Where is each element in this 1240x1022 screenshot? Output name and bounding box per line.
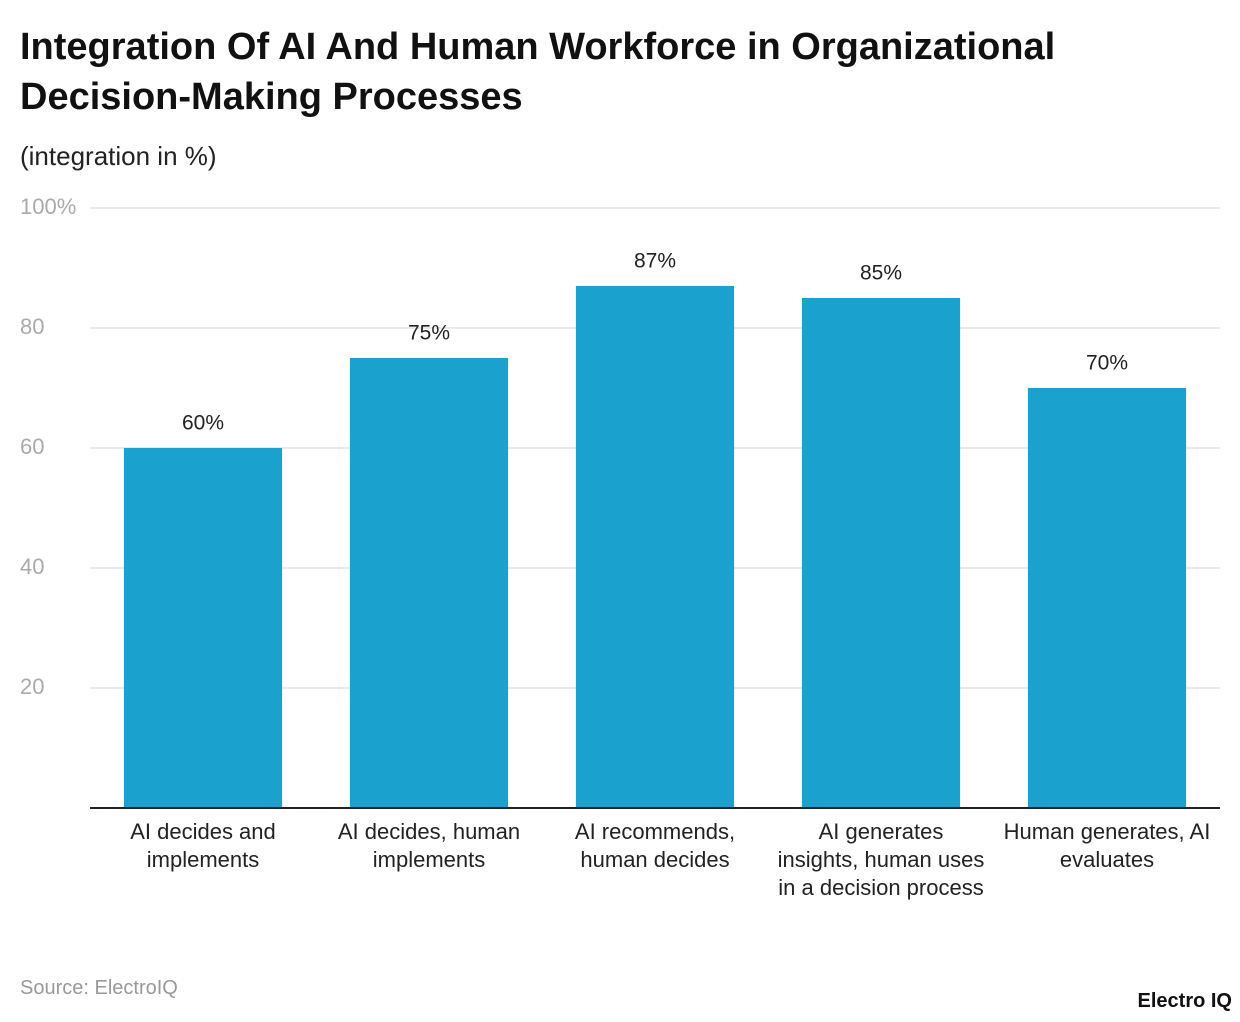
x-tick-label: Human generates, AI evaluates xyxy=(1003,819,1211,872)
bar xyxy=(575,286,735,808)
y-tick-label: 60 xyxy=(20,434,44,459)
chart-title: Integration Of AI And Human Workforce in… xyxy=(20,26,1056,118)
data-label: 60% xyxy=(182,412,224,435)
data-label: 85% xyxy=(860,262,902,285)
bar xyxy=(123,448,283,808)
x-tick-label: AI decides and implements xyxy=(130,819,276,872)
y-tick-label: 100% xyxy=(20,194,76,219)
y-tick-label: 20 xyxy=(20,674,44,699)
source: Source: ElectroIQ xyxy=(20,977,178,999)
data-label: 70% xyxy=(1086,352,1128,375)
bar xyxy=(349,358,509,808)
data-label: 87% xyxy=(634,250,676,273)
x-tick-label: AI decides, human implements xyxy=(337,819,521,872)
bar xyxy=(1027,388,1187,808)
data-label: 75% xyxy=(408,322,450,345)
y-tick-label: 40 xyxy=(20,554,44,579)
logo: Electro IQ xyxy=(1137,990,1232,1012)
subtitle: (integration in %) xyxy=(20,141,217,171)
y-tick-label: 80 xyxy=(20,314,44,339)
x-tick-label: AI generates insights, human uses in a d… xyxy=(777,819,985,900)
bar xyxy=(801,298,961,808)
x-tick-label: AI recommends, human decides xyxy=(574,819,736,872)
